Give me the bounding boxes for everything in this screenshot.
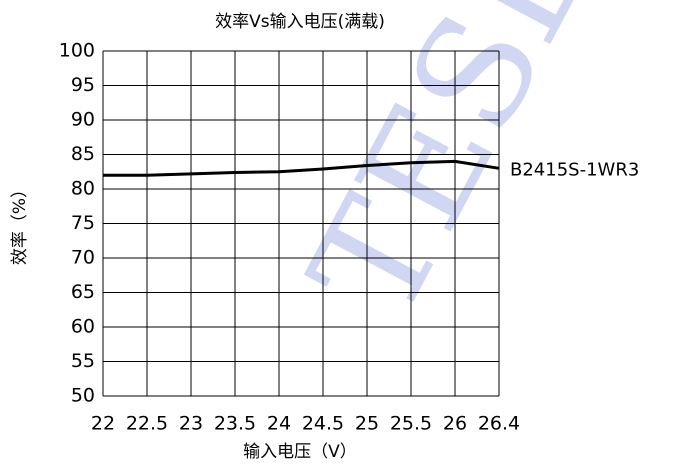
x-tick-label: 26.4 xyxy=(478,413,520,435)
y-tick-label: 55 xyxy=(71,350,95,372)
y-tick-label: 50 xyxy=(71,385,95,407)
x-tick-label: 25 xyxy=(355,413,379,435)
y-tick-label: 75 xyxy=(71,212,95,234)
data-line xyxy=(103,159,500,177)
y-tick-label: 80 xyxy=(71,178,95,200)
x-tick-label: 23 xyxy=(179,413,203,435)
y-tick-label: 60 xyxy=(71,316,95,338)
x-tick-label: 24 xyxy=(267,413,291,435)
y-tick-label: 85 xyxy=(71,143,95,165)
y-axis-label: 效率（%） xyxy=(10,181,30,265)
y-tick-label: 95 xyxy=(71,74,95,96)
y-tick-label: 100 xyxy=(59,40,95,62)
x-tick-label: 22 xyxy=(91,413,115,435)
x-tick-label: 22.5 xyxy=(126,413,168,435)
y-tick-label: 70 xyxy=(71,247,95,269)
y-tick-label: 65 xyxy=(71,281,95,303)
chart-title: 效率Vs输入电压(满载) xyxy=(215,12,385,32)
y-tick-label: 90 xyxy=(71,109,95,131)
x-tick-label: 26 xyxy=(443,413,467,435)
x-tick-label: 25.5 xyxy=(390,413,432,435)
x-axis-label: 输入电压（V） xyxy=(243,442,357,462)
x-tick-label: 23.5 xyxy=(214,413,256,435)
x-tick-label: 24.5 xyxy=(302,413,344,435)
legend-label: B2415S-1WR3 xyxy=(510,159,639,180)
